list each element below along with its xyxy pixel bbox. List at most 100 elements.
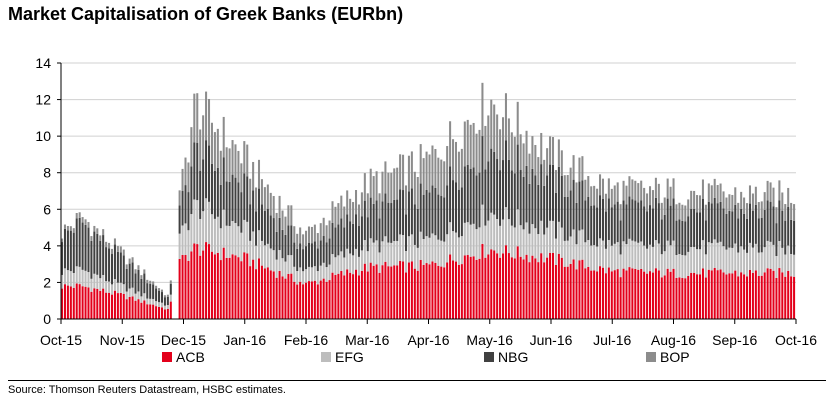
bar-segment-bop [452, 139, 455, 181]
bar-segment-bop [434, 149, 437, 188]
bar-segment-bop [199, 129, 202, 171]
bar-segment-nbg [593, 205, 596, 246]
bar-segment-bop [675, 204, 678, 221]
bar-segment-acb [205, 242, 208, 319]
bar-segment-acb [625, 270, 628, 319]
bar-segment-acb [146, 304, 149, 319]
bar-segment-bop [178, 190, 181, 206]
bar-segment-nbg [625, 204, 628, 245]
bar-segment-acb [454, 261, 457, 319]
bar-segment-bop [357, 204, 360, 227]
bar-segment-nbg [208, 145, 211, 202]
bar-segment-acb [69, 286, 72, 319]
bar-segment-efg [349, 253, 352, 273]
bar-segment-efg [496, 219, 499, 254]
bar-segment-acb [169, 301, 172, 319]
bar-segment-efg [613, 243, 616, 271]
bar-segment-efg [569, 236, 572, 264]
bar-segment-bop [202, 115, 205, 160]
bar-segment-acb [551, 252, 555, 319]
bar-segment-acb [493, 250, 496, 319]
bar-segment-bop [469, 124, 472, 169]
bar-segment-efg [566, 240, 569, 267]
bar-segment-acb [790, 276, 793, 319]
bar-segment-acb [643, 271, 646, 319]
bar-segment-nbg [560, 175, 563, 228]
bar-segment-nbg [590, 205, 593, 246]
bar-segment-nbg [781, 210, 784, 248]
bar-segment-nbg [531, 168, 534, 225]
bar-segment-nbg [616, 201, 619, 243]
bar-segment-bop [640, 180, 643, 201]
bar-segment-acb [293, 281, 296, 319]
bar-segment-acb [746, 276, 749, 319]
bar-segment-nbg [328, 238, 331, 265]
bar-segment-nbg [252, 190, 255, 232]
bar-segment-acb [549, 252, 552, 319]
bar-segment-acb [734, 270, 737, 319]
bar-segment-nbg [243, 173, 246, 220]
bar-segment-acb [463, 255, 466, 319]
bar-segment-acb [202, 250, 205, 319]
bar-segment-nbg [519, 170, 522, 226]
bar-segment-bop [293, 226, 296, 243]
bar-segment-nbg [396, 199, 399, 241]
bar-segment-bop [81, 217, 84, 223]
bar-segment-nbg [325, 242, 328, 268]
bar-segment-nbg [419, 183, 422, 232]
bar-segment-efg [416, 247, 419, 271]
bar-segment-nbg [87, 227, 90, 273]
bar-segment-nbg [463, 166, 466, 223]
bar-segment-bop [666, 178, 669, 199]
bar-segment-bop [240, 163, 243, 193]
bar-segment-nbg [452, 180, 455, 232]
bar-segment-bop [190, 127, 193, 167]
bar-segment-bop [740, 191, 743, 209]
bar-segment-nbg [372, 203, 375, 243]
bar-segment-efg [434, 235, 437, 263]
bar-segment-nbg [701, 198, 704, 241]
bar-segment-bop [610, 188, 613, 208]
bar-segment-nbg [693, 208, 696, 247]
bar-segment-bop [155, 285, 158, 289]
bar-segment-nbg [640, 200, 643, 242]
bar-segment-bop [631, 179, 634, 200]
bar-segment-bop [563, 175, 566, 197]
y-tick-label: 2 [43, 274, 51, 290]
bar-segment-acb [693, 272, 696, 319]
bar-segment-nbg [704, 220, 707, 255]
bar-segment-bop [454, 141, 457, 183]
bar-segment-acb [208, 244, 211, 319]
bar-segment-acb [607, 267, 610, 319]
bar-segment-bop [328, 220, 331, 239]
bar-segment-acb [355, 269, 358, 319]
bar-segment-acb [152, 304, 155, 319]
bar-segment-acb [357, 275, 360, 319]
bar-segment-bop [346, 190, 349, 215]
bar-segment-efg [601, 240, 604, 268]
bar-segment-nbg [766, 200, 769, 241]
bar-segment-acb [684, 278, 687, 319]
bar-segment-nbg [240, 192, 243, 233]
bar-segment-bop [110, 248, 114, 255]
bar-segment-bop [616, 182, 619, 202]
bar-segment-bop [728, 194, 731, 211]
bar-segment-nbg [528, 183, 531, 234]
bar-segment-efg [654, 240, 657, 269]
bar-segment-bop [590, 186, 593, 206]
bar-segment-bop [61, 238, 64, 243]
bar-segment-bop [725, 197, 728, 214]
bar-segment-acb [525, 254, 528, 319]
bar-segment-bop [102, 229, 105, 236]
bar-segment-efg [402, 235, 405, 262]
bar-segment-efg [681, 255, 684, 279]
bar-segment-acb [325, 281, 328, 319]
bar-segment-efg [710, 243, 713, 271]
bar-segment-acb [228, 257, 231, 319]
bar-segment-nbg [563, 196, 566, 241]
bar-segment-acb [766, 268, 769, 319]
bar-segment-bop [543, 159, 546, 186]
bar-segment-nbg [637, 202, 640, 243]
bar-segment-efg [407, 236, 410, 263]
bar-segment-bop [428, 154, 431, 193]
